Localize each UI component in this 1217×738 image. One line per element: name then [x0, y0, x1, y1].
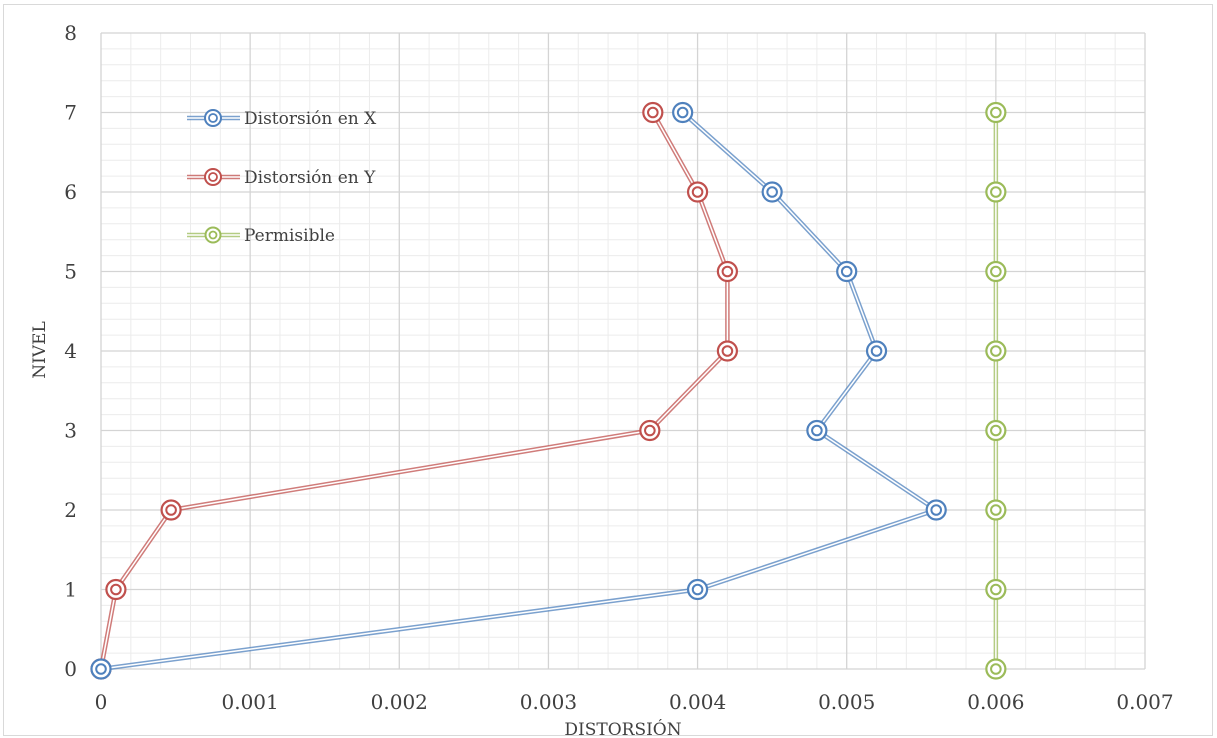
y-tick-label: 5 — [64, 260, 77, 284]
data-point — [672, 101, 694, 124]
series-line — [98, 111, 730, 670]
legend-label: Distorsión en X — [244, 109, 377, 129]
marker-inner-ring — [811, 424, 823, 437]
marker-inner-ring — [990, 583, 1002, 596]
legend-label: Permisible — [244, 226, 335, 246]
legend-swatch-marker — [204, 168, 222, 186]
marker-inner-ring — [691, 186, 704, 198]
data-point — [925, 499, 947, 521]
legend-item: Distorsión en Y — [187, 168, 376, 188]
marker-inner-ring — [95, 663, 107, 675]
data-point — [985, 658, 1007, 680]
data-point — [985, 340, 1007, 362]
marker-inner-ring — [870, 345, 883, 357]
marker-inner-ring — [208, 172, 218, 182]
marker-inner-ring — [721, 265, 734, 278]
marker-inner-ring — [676, 106, 689, 119]
x-tick-label: 0 — [95, 690, 108, 714]
x-tick-label: 0.005 — [818, 690, 875, 714]
x-tick-label: 0.006 — [967, 690, 1024, 714]
x-tick-label: 0.004 — [669, 690, 726, 714]
series-distorsión-en-y — [90, 101, 739, 680]
data-point — [985, 181, 1007, 203]
series-line-inner — [100, 112, 729, 670]
marker-inner-ring — [208, 230, 218, 240]
y-tick-label: 6 — [64, 180, 77, 204]
series-layer — [90, 101, 1007, 680]
marker-inner-ring — [990, 186, 1002, 198]
legend-swatch-marker — [204, 109, 222, 127]
x-tick-label: 0.003 — [520, 690, 577, 714]
x-tick-label: 0.002 — [371, 690, 428, 714]
data-point — [985, 578, 1007, 601]
x-tick-label: 0.007 — [1116, 690, 1173, 714]
series-permisible — [985, 101, 1007, 680]
y-tick-label: 8 — [64, 21, 77, 45]
y-axis-title: NIVEL — [30, 321, 50, 379]
marker-inner-ring — [990, 424, 1002, 437]
marker-inner-ring — [721, 345, 734, 357]
legend-swatch-marker — [204, 226, 222, 244]
series-distorsión-en-x — [90, 101, 947, 680]
marker-inner-ring — [930, 504, 943, 516]
marker-inner-ring — [990, 265, 1002, 278]
series-line-inner — [100, 111, 937, 670]
legend-item: Distorsión en X — [187, 109, 377, 129]
marker-inner-ring — [208, 113, 218, 123]
legend: Distorsión en X Distorsión en Y Permisible — [187, 109, 377, 246]
data-point — [642, 101, 664, 124]
marker-inner-ring — [840, 265, 853, 278]
data-point — [105, 578, 127, 601]
marker-inner-ring — [990, 345, 1002, 357]
data-point — [761, 181, 783, 203]
y-tick-label: 2 — [64, 498, 77, 522]
data-point — [160, 499, 182, 521]
marker-inner-ring — [647, 106, 659, 119]
data-point — [985, 260, 1007, 283]
marker-inner-ring — [990, 663, 1002, 675]
marker-inner-ring — [990, 504, 1002, 516]
marker-inner-ring — [990, 106, 1002, 119]
data-point — [716, 340, 739, 362]
data-point — [836, 260, 858, 283]
data-point — [806, 419, 828, 442]
y-tick-label: 4 — [64, 339, 77, 363]
marker-inner-ring — [165, 504, 177, 516]
y-tick-label: 0 — [64, 657, 77, 681]
data-point — [985, 499, 1007, 521]
x-axis-title: DISTORSIÓN — [564, 719, 681, 738]
y-tick-label: 7 — [64, 101, 77, 125]
data-point — [865, 340, 888, 362]
data-point — [90, 658, 112, 680]
tick-labels: 0 0.001 0.002 0.003 0.004 0.005 0.006 0.007 0 1 2 3… — [64, 21, 1173, 714]
data-point — [985, 419, 1007, 442]
data-point — [686, 578, 709, 601]
marker-inner-ring — [110, 583, 122, 596]
data-point — [686, 181, 709, 203]
marker-inner-ring — [644, 424, 656, 437]
data-point — [716, 260, 739, 283]
data-point — [639, 419, 661, 442]
data-point — [985, 101, 1007, 124]
x-tick-label: 0.001 — [222, 690, 279, 714]
legend-label: Distorsión en Y — [244, 168, 376, 188]
y-tick-label: 1 — [64, 578, 77, 602]
legend-item: Permisible — [187, 226, 335, 246]
marker-inner-ring — [691, 583, 704, 596]
marker-inner-ring — [766, 186, 778, 198]
major-gridlines — [100, 32, 1146, 670]
y-tick-label: 3 — [64, 419, 77, 443]
